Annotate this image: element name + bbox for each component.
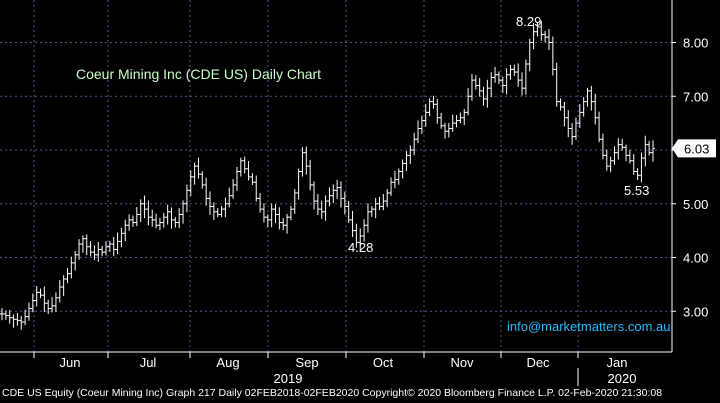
- year-label: 2019: [274, 371, 303, 386]
- x-tick-label: Jun: [60, 355, 81, 370]
- y-tick-label: 5.00: [683, 197, 708, 212]
- annotation-recent-low: 5.53: [624, 183, 650, 198]
- annotation-high: 8.29: [516, 14, 542, 29]
- x-tick-label: Oct: [373, 355, 394, 370]
- x-tick-label: Aug: [216, 355, 239, 370]
- chart-footer: CDE US Equity (Coeur Mining Inc) Graph 2…: [2, 387, 663, 399]
- annotation-low: 4.28: [348, 240, 374, 255]
- last-price-tag: [672, 139, 716, 158]
- y-tick-label: 4.00: [683, 251, 708, 266]
- y-tick-label: 8.00: [683, 36, 708, 51]
- x-tick-label: Nov: [450, 355, 474, 370]
- x-tick-label: Sep: [295, 355, 318, 370]
- chart-title: Coeur Mining Inc (CDE US) Daily Chart: [76, 66, 322, 82]
- y-tick-label: 3.00: [683, 304, 708, 319]
- y-tick-label: 7.00: [683, 89, 708, 104]
- year-label: 2020: [608, 371, 637, 386]
- x-tick-label: Dec: [526, 355, 550, 370]
- last-price-label: 6.03: [684, 141, 709, 156]
- x-tick-label: Jan: [607, 355, 628, 370]
- x-tick-label: Jul: [140, 355, 157, 370]
- contact-email: info@marketmatters.com.au: [507, 319, 671, 334]
